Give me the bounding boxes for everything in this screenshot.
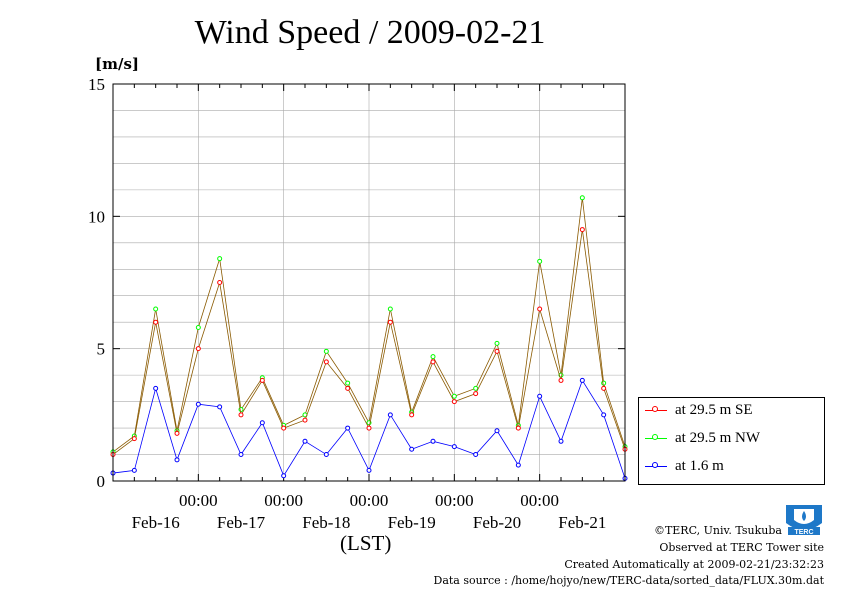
legend-label-nw: at 29.5 m NW (675, 430, 760, 446)
series-2-point (494, 428, 500, 434)
series-1-point (537, 258, 543, 264)
y-tick-label: 5 (97, 340, 106, 359)
y-axis-unit-label: [m/s] (95, 55, 139, 73)
series-2-point (473, 452, 479, 458)
series-0-point (259, 377, 265, 383)
series-1-point (387, 306, 393, 312)
y-tick-label: 15 (88, 75, 105, 94)
series-0-point (515, 425, 521, 431)
series-0-point (558, 377, 564, 383)
series-0-point (409, 412, 415, 418)
series-1-point (451, 393, 457, 399)
credit-source: Data source : /home/hojyo/new/TERC-data/… (433, 574, 825, 587)
tick-layer: 0 5 10 15 00:00 00:00 00:00 00:00 00:00 Feb-16 Feb… (88, 75, 626, 532)
series-1-point (601, 380, 607, 386)
x-day-label: Feb-20 (473, 513, 521, 532)
series-2-point (345, 425, 351, 431)
series-2-point (579, 377, 585, 383)
series-1-point (323, 348, 329, 354)
series-2-point (451, 444, 457, 450)
series-1-point (430, 354, 436, 360)
series-0-point (366, 425, 372, 431)
series-0-point (238, 412, 244, 418)
series-1-point (494, 340, 500, 346)
grid-layer (113, 84, 625, 481)
legend-label-low: at 1.6 m (675, 458, 724, 474)
series-0-point (281, 425, 287, 431)
x-time-label: 00:00 (350, 491, 389, 510)
x-day-label: Feb-19 (388, 513, 436, 532)
series-2-point (259, 420, 265, 426)
series-0-point (494, 348, 500, 354)
series-2-point (601, 412, 607, 418)
series-layer (110, 195, 628, 481)
series-2-point (387, 412, 393, 418)
series-0-point (345, 385, 351, 391)
series-2-point (558, 438, 564, 444)
series-2-point (195, 401, 201, 407)
series-1-point (153, 306, 159, 312)
y-tick-label: 10 (88, 207, 105, 226)
terc-logo: TERC (786, 505, 822, 536)
x-day-label: Feb-18 (302, 513, 350, 532)
series-0-point (537, 306, 543, 312)
series-0-point (195, 346, 201, 352)
series-0-point (323, 359, 329, 365)
series-0-point (451, 399, 457, 405)
legend-item-se: at 29.5 m SE (639, 401, 824, 421)
x-time-label: 00:00 (179, 491, 218, 510)
series-2-point (238, 452, 244, 458)
legend-label-se: at 29.5 m SE (675, 402, 753, 418)
x-day-label: Feb-21 (558, 513, 606, 532)
legend-item-nw: at 29.5 m NW (639, 429, 824, 449)
x-day-label: Feb-17 (217, 513, 266, 532)
series-1-point (579, 195, 585, 201)
series-0-point (473, 391, 479, 397)
series-1-point (195, 324, 201, 330)
legend-marker-se (652, 406, 658, 412)
series-1-point (217, 256, 223, 262)
legend: at 29.5 m SE at 29.5 m NW at 1.6 m (638, 397, 825, 485)
series-2-point (515, 462, 521, 468)
legend-marker-low (652, 462, 658, 468)
series-2-point (131, 467, 137, 473)
series-0-point (153, 319, 159, 325)
series-2-point (430, 438, 436, 444)
series-0-point (430, 359, 436, 365)
x-time-label: 00:00 (520, 491, 559, 510)
series-2-point (217, 404, 223, 410)
series-2-point (323, 452, 329, 458)
plot-frame (112, 83, 626, 482)
series-2-point (366, 467, 372, 473)
y-tick-label: 0 (97, 472, 106, 491)
series-2-point (537, 393, 543, 399)
series-0-point (217, 280, 223, 285)
series-2-point (409, 446, 415, 452)
series-0-point (387, 319, 393, 325)
credit-created: Created Automatically at 2009-02-21/23:3… (564, 558, 824, 571)
series-0-point (601, 385, 607, 391)
credit-site: Observed at TERC Tower site (659, 541, 824, 554)
series-0-point (302, 417, 308, 423)
series-1-point (345, 380, 351, 386)
x-day-label: Feb-16 (132, 513, 180, 532)
series-2-point (174, 457, 180, 463)
chart-title: Wind Speed / 2009-02-21 (194, 14, 546, 51)
series-1-point (473, 385, 479, 391)
series-2-point (302, 438, 308, 444)
x-axis-title: (LST) (340, 531, 392, 555)
series-2-point (281, 473, 287, 479)
legend-marker-nw (652, 434, 658, 440)
series-2-point (153, 385, 159, 391)
credit-copyright: ©TERC, Univ. Tsukuba (653, 524, 782, 537)
legend-item-low: at 1.6 m (639, 457, 824, 477)
series-0-point (174, 430, 180, 436)
x-time-label: 00:00 (264, 491, 303, 510)
series-0-point (131, 436, 137, 442)
x-time-label: 00:00 (435, 491, 474, 510)
logo-text: TERC (794, 529, 813, 536)
series-0-point (579, 227, 585, 233)
